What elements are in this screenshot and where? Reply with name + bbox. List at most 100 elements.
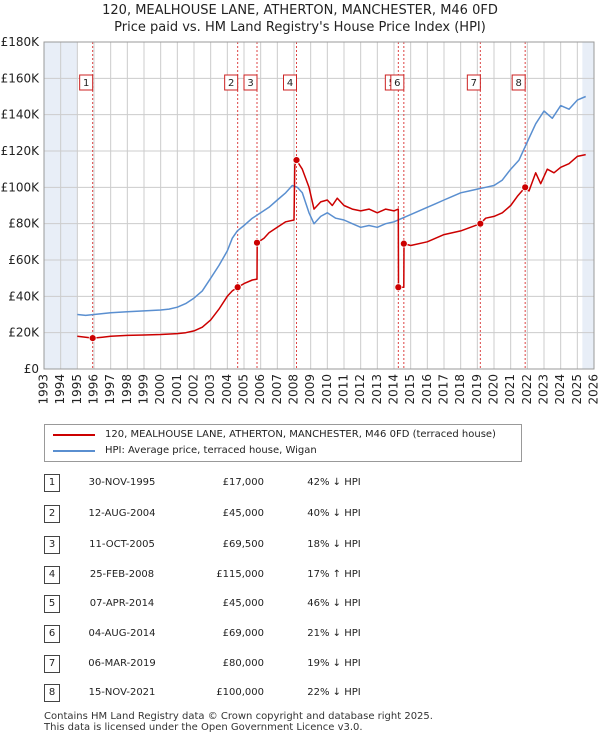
x-tick-label: 2023: [537, 374, 551, 405]
x-tick-label: 1994: [53, 374, 67, 405]
y-tick-label: £20K: [8, 326, 40, 340]
marker-box: [466, 74, 481, 91]
shaded-region: [582, 42, 594, 369]
transaction-price: £100,000: [216, 687, 264, 698]
x-tick-label: 2021: [503, 374, 517, 405]
marker-label: 1: [83, 78, 89, 89]
transaction-number: 8: [44, 684, 60, 702]
marker-box: [390, 74, 405, 91]
transaction-price: £80,000: [222, 658, 264, 669]
legend-hpi-swatch: [53, 450, 95, 452]
transaction-number: 4: [44, 566, 60, 584]
marker-box: [79, 74, 94, 91]
x-tick-label: 2006: [253, 374, 267, 405]
x-tick-label: 2005: [237, 374, 251, 405]
sale-point: [521, 183, 530, 192]
transaction-number: 5: [44, 595, 60, 613]
x-tick-label: 2001: [170, 374, 184, 405]
property-price-line: [77, 153, 586, 339]
x-tick-label: 1996: [87, 374, 101, 405]
sale-point: [476, 219, 485, 228]
y-tick-label: £180K: [1, 35, 41, 49]
y-tick-label: £60K: [8, 253, 40, 267]
x-tick-label: 2018: [453, 374, 467, 405]
transaction-number: 1: [44, 474, 60, 492]
y-tick-label: £40K: [8, 289, 40, 303]
sale-point: [292, 156, 301, 164]
x-tick-label: 1993: [37, 374, 51, 405]
x-tick-label: 2013: [370, 374, 384, 405]
transaction-price: £115,000: [216, 569, 264, 580]
y-tick-label: £160K: [1, 71, 41, 85]
transaction-date: 30-NOV-1995: [88, 477, 156, 488]
x-tick-label: 2026: [587, 374, 600, 405]
transaction-date: 25-FEB-2008: [89, 569, 155, 580]
x-tick-label: 1997: [103, 374, 117, 405]
chart-legend: 120, MEALHOUSE LANE, ATHERTON, MANCHESTE…: [44, 424, 522, 462]
transaction-number: 3: [44, 536, 60, 554]
transaction-date: 15-NOV-2021: [88, 687, 156, 698]
y-tick-label: £140K: [1, 108, 41, 122]
x-tick-label: 1999: [137, 374, 151, 405]
transaction-hpi: 21% ↓ HPI: [307, 628, 361, 639]
transaction-date: 07-APR-2014: [89, 598, 155, 609]
table-row: 3 11-OCT-2005 £69,500 18% ↓ HPI: [44, 535, 564, 555]
transaction-date: 11-OCT-2005: [89, 539, 155, 550]
transaction-hpi: 17% ↑ HPI: [307, 569, 361, 580]
x-tick-label: 2000: [153, 374, 167, 405]
x-tick-label: 2022: [520, 374, 534, 405]
marker-label: 2: [228, 78, 234, 89]
table-row: 7 06-MAR-2019 £80,000 19% ↓ HPI: [44, 654, 564, 674]
sale-point: [253, 238, 261, 247]
x-tick-label: 2014: [387, 374, 401, 405]
transaction-hpi: 42% ↓ HPI: [307, 477, 361, 488]
legend-property-label: 120, MEALHOUSE LANE, ATHERTON, MANCHESTE…: [105, 429, 496, 440]
transaction-date: 04-AUG-2014: [88, 628, 156, 639]
plot-border: [43, 41, 595, 370]
transaction-date: 12-AUG-2004: [88, 508, 156, 519]
x-tick-label: 2025: [570, 374, 584, 405]
sale-point: [394, 283, 403, 292]
x-tick-label: 2009: [303, 374, 317, 405]
x-tick-label: 2008: [287, 374, 301, 405]
transaction-price: £45,000: [222, 598, 264, 609]
transaction-hpi: 18% ↓ HPI: [307, 539, 361, 550]
legend-hpi-label: HPI: Average price, terraced house, Wiga…: [105, 445, 317, 456]
transaction-number: 7: [44, 655, 60, 673]
marker-box: [283, 74, 297, 91]
sale-point: [399, 239, 408, 248]
price-chart: 12345678£0£20K£40K£60K£80K£100K£120K£140…: [1, 35, 600, 405]
transaction-hpi: 22% ↓ HPI: [307, 687, 361, 698]
transaction-hpi: 46% ↓ HPI: [307, 598, 361, 609]
x-tick-label: 2007: [270, 374, 284, 405]
transaction-price: £17,000: [222, 477, 264, 488]
marker-box: [511, 74, 526, 91]
transaction-number: 6: [44, 625, 60, 643]
marker-label: 8: [515, 78, 521, 89]
marker-box: [224, 74, 239, 91]
x-tick-label: 1998: [120, 374, 134, 405]
hpi-line: [77, 95, 586, 317]
y-tick-label: £0: [24, 362, 39, 376]
y-tick-label: £80K: [8, 217, 40, 231]
table-row: 8 15-NOV-2021 £100,000 22% ↓ HPI: [44, 683, 564, 703]
footer-licence: This data is licensed under the Open Gov…: [44, 722, 363, 733]
x-tick-label: 2020: [487, 374, 501, 405]
table-row: 5 07-APR-2014 £45,000 46% ↓ HPI: [44, 594, 564, 614]
chart-title: 120, MEALHOUSE LANE, ATHERTON, MANCHESTE…: [102, 3, 498, 18]
sale-point: [233, 283, 242, 292]
x-tick-label: 2017: [437, 374, 451, 405]
sale-point: [88, 334, 97, 343]
x-tick-label: 2016: [420, 374, 434, 405]
transaction-price: £45,000: [222, 508, 264, 519]
marker-label: 4: [287, 78, 293, 89]
table-row: 2 12-AUG-2004 £45,000 40% ↓ HPI: [44, 504, 564, 524]
table-row: 4 25-FEB-2008 £115,000 17% ↑ HPI: [44, 565, 564, 585]
marker-box: [243, 74, 258, 91]
x-tick-label: 2003: [203, 374, 217, 405]
x-tick-label: 2004: [220, 374, 234, 405]
table-row: 1 30-NOV-1995 £17,000 42% ↓ HPI: [44, 473, 564, 493]
x-tick-label: 1995: [70, 374, 84, 405]
legend-item-hpi: HPI: Average price, terraced house, Wiga…: [53, 443, 513, 459]
marker-label: 7: [471, 78, 477, 89]
